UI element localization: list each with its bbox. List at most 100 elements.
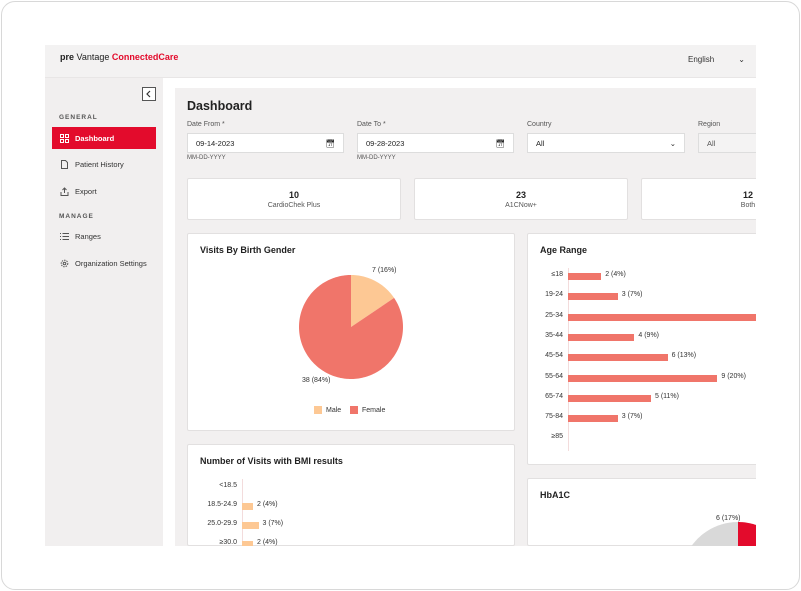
data-label: 2 (4%): [605, 271, 626, 278]
category-label: 35-44: [545, 331, 563, 339]
date-to-hint: MM-DD-YYYY: [357, 155, 396, 161]
data-label: 3 (7%): [621, 291, 643, 299]
section-manage: MANAGE: [59, 213, 94, 220]
bar[interactable]: [568, 415, 618, 423]
sidebar-item-patient-history[interactable]: Patient History: [52, 153, 156, 175]
chevron-down-icon: ⌄: [738, 55, 745, 64]
top-bar: pre Vantage ConnectedCare English ⌄: [45, 45, 756, 78]
gender-chart-card: Visits By Birth Gender 7 (16%) 38 (84%) …: [187, 233, 515, 431]
stat-card-cardiochek: 10 CardioChek Plus: [187, 178, 401, 220]
bar[interactable]: [568, 313, 756, 321]
date-from-label: Date From *: [187, 121, 225, 128]
category-label: <18.5: [219, 482, 237, 489]
region-select[interactable]: All: [698, 133, 756, 153]
data-label: 2 (4%): [257, 539, 278, 546]
chart-title: Number of Visits with BMI results: [200, 456, 343, 466]
data-label: 3 (7%): [262, 520, 284, 527]
category-label: 25.0-29.9: [207, 520, 237, 527]
gender-pie-chart: [299, 275, 403, 379]
legend-swatch: [314, 406, 322, 414]
language-select[interactable]: English ⌄: [688, 55, 745, 64]
sidebar-item-organization-settings[interactable]: Organization Settings: [52, 252, 156, 274]
export-icon: [60, 186, 69, 196]
region-label: Region: [698, 121, 721, 128]
bar[interactable]: [568, 374, 718, 382]
section-general: GENERAL: [59, 114, 98, 121]
hba1c-chart-card: HbA1C 6 (17%): [527, 478, 756, 546]
category-label: ≤18: [551, 271, 563, 278]
document-icon: [61, 159, 68, 169]
logo: pre Vantage ConnectedCare: [60, 52, 179, 62]
sidebar-item-label: Export: [75, 186, 97, 196]
chart-title: Visits By Birth Gender: [200, 245, 296, 255]
category-label: 75-84: [545, 413, 563, 421]
category-label: 25-34: [545, 311, 563, 319]
page-title: Dashboard: [187, 99, 253, 113]
category-label: 18.5-24.9: [207, 501, 237, 508]
chevron-down-icon: ⌄: [669, 138, 676, 148]
pie-slice-male[interactable]: [351, 275, 395, 327]
legend-male[interactable]: Male: [314, 406, 341, 414]
date-to-label: Date To *: [357, 121, 386, 128]
sidebar-item-export[interactable]: Export: [52, 180, 156, 202]
category-label: 65-74: [545, 392, 563, 400]
data-label: 2 (4%): [257, 501, 278, 508]
chevron-left-icon: [146, 90, 151, 98]
bar[interactable]: [568, 394, 651, 402]
grid-icon: [60, 133, 69, 143]
stat-card-a1cnow: 23 A1CNow+: [414, 178, 628, 220]
axis-line: [242, 479, 243, 546]
bar[interactable]: [242, 541, 253, 546]
legend-female[interactable]: Female: [350, 406, 385, 414]
bar[interactable]: [568, 293, 618, 301]
stat-value: 12: [742, 189, 753, 200]
gear-icon: [60, 259, 69, 267]
legend-swatch: [350, 406, 358, 414]
date-from-value: 09-14-2023: [196, 138, 235, 148]
sidebar-item-ranges[interactable]: Ranges: [52, 225, 156, 247]
category-label: 19-24: [545, 291, 563, 299]
data-label: 6 (13%): [671, 352, 697, 360]
country-label: Country: [527, 121, 552, 128]
stat-label: A1CNow+: [505, 201, 537, 209]
country-select[interactable]: All ⌄: [527, 133, 685, 153]
legend-label: Male: [326, 406, 342, 414]
pie-slice-female[interactable]: [299, 275, 403, 379]
chart-title: HbA1C: [540, 490, 571, 500]
sidebar-item-dashboard[interactable]: Dashboard: [52, 127, 156, 149]
data-label: 9 (20%): [721, 372, 746, 380]
sidebar-item-label: Ranges: [75, 231, 101, 241]
sidebar: [45, 78, 163, 546]
age-chart-card: Age Range ≤18 2 (4%) 19-24 3 (7%) 25-34 35-44…: [527, 233, 756, 465]
bar[interactable]: [242, 522, 259, 529]
calendar-icon[interactable]: 📅︎: [325, 138, 335, 148]
hba1c-pie-chart: [691, 522, 756, 546]
age-bar-chart: ≤18 2 (4%) 19-24 3 (7%) 25-34 35-44 4 (9%) 45-5…: [528, 234, 756, 466]
language-label: English: [688, 55, 715, 64]
region-value: All: [707, 138, 716, 148]
collapse-sidebar-button[interactable]: [142, 87, 156, 101]
bar[interactable]: [568, 333, 635, 341]
bar[interactable]: [568, 273, 602, 280]
pie-slice-hba1c-1[interactable]: [738, 522, 756, 546]
sidebar-item-label: Organization Settings: [75, 258, 147, 268]
sidebar-item-label: Patient History: [75, 159, 124, 169]
stat-value: 10: [288, 189, 299, 200]
app: pre Vantage ConnectedCare English ⌄ GENER…: [45, 45, 756, 546]
legend-label: Female: [362, 406, 386, 414]
bar[interactable]: [242, 503, 253, 510]
male-data-label: 7 (16%): [372, 267, 397, 274]
bar[interactable]: [568, 354, 668, 362]
bmi-chart-card: Number of Visits with BMI results <18.5 1…: [187, 444, 515, 546]
stat-card-both: 12 Both: [641, 178, 756, 220]
bmi-bar-chart: <18.5 18.5-24.9 2 (4%) 25.0-29.9 3 (7%) ≥30.0…: [188, 445, 516, 546]
date-to-input[interactable]: 09-28-2023 📅︎: [357, 133, 514, 153]
category-label: ≥85: [551, 433, 563, 441]
date-to-value: 09-28-2023: [366, 138, 405, 148]
pie-slice-hba1c-2[interactable]: [691, 522, 738, 546]
category-label: 45-54: [545, 352, 563, 360]
date-from-input[interactable]: 09-14-2023 📅︎: [187, 133, 344, 153]
calendar-icon[interactable]: 📅︎: [495, 138, 505, 148]
sidebar-item-label: Dashboard: [75, 133, 115, 143]
stat-label: CardioChek Plus: [267, 201, 321, 209]
